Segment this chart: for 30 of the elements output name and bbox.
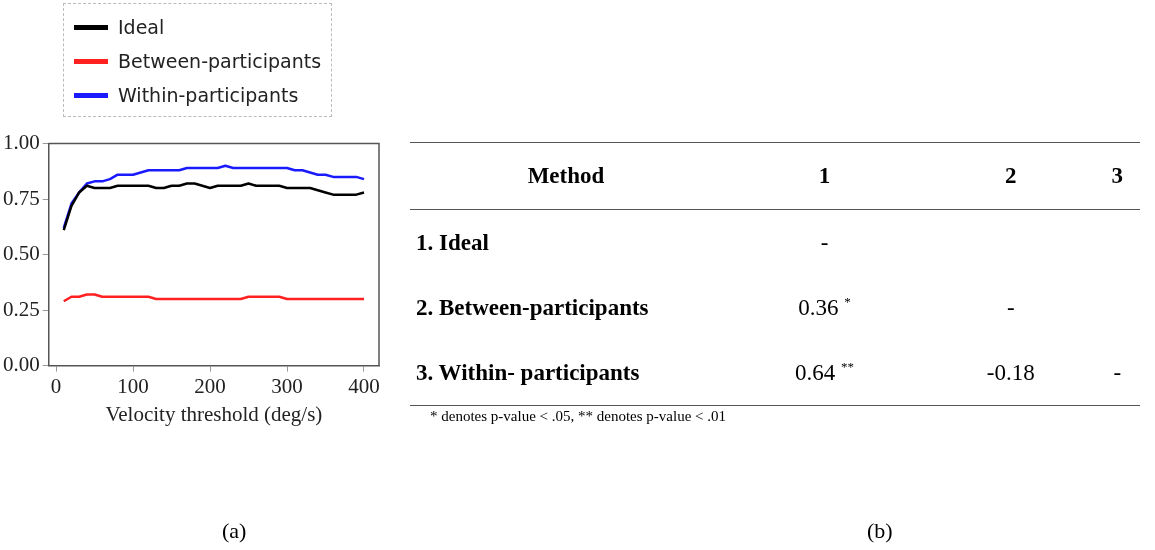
x-tick-label: 300 [271, 373, 303, 398]
category-label: 2 [926, 142, 1095, 210]
y-tick-label: 0.75 [3, 185, 40, 210]
text: - [820, 229, 829, 255]
legend-label: Between-participants [118, 50, 322, 72]
category-label: 1 [722, 142, 927, 210]
category-label: 2. Between-participants [416, 294, 649, 320]
x-axis-title: Velocity threshold (deg/s) [105, 401, 323, 426]
y-tick-label: 1.00 [3, 130, 40, 155]
category-label: 1. Ideal [416, 229, 489, 255]
text: (a) [222, 518, 247, 544]
legend-label: Within-participants [118, 84, 299, 106]
y-tick-label: 0.00 [3, 352, 40, 377]
x-tick-label: 100 [117, 373, 149, 398]
y-tick-label: 0.25 [3, 296, 40, 321]
text: 0.64 $^{**}$ [794, 359, 854, 385]
y-tick-label: 0.50 [3, 241, 40, 266]
category-label: Method [410, 142, 722, 210]
text: * denotes p-value < .05, ** denotes p-value < .01 [430, 408, 727, 425]
text: 0.36 $^{*}$ [798, 294, 851, 320]
legend-label: Ideal [118, 16, 165, 38]
text: -0.18 [986, 359, 1035, 385]
text: - [1006, 294, 1015, 320]
category-label: 3. Within- participants [416, 359, 640, 385]
category-label: 3 [1094, 142, 1140, 210]
text: (b) [867, 518, 893, 544]
x-tick-label: 0 [50, 373, 62, 398]
x-tick-label: 400 [348, 373, 380, 398]
x-tick-label: 200 [194, 373, 226, 398]
text: - [1113, 359, 1122, 385]
